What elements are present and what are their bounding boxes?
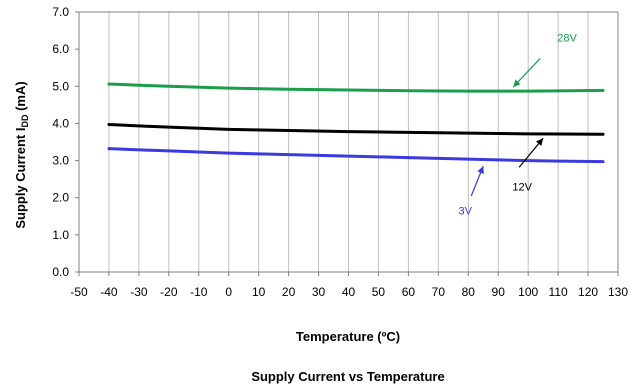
series-lines: [107, 82, 605, 164]
x-tick-label-13: 80: [462, 285, 476, 299]
y-tick-label-2: 2.0: [52, 191, 69, 205]
x-tick-label-16: 110: [549, 285, 568, 299]
x-tick-label-9: 40: [342, 285, 356, 299]
y-tick-label-6: 6.0: [52, 42, 69, 56]
x-tick-label-11: 60: [402, 285, 416, 299]
chart-caption: Supply Current vs Temperature: [251, 369, 444, 384]
series-line-28V: [107, 82, 605, 93]
annotation-label-12V: 12V: [512, 181, 532, 193]
series-line-12V: [107, 123, 605, 136]
x-tick-labels: -50 -40 -30 -20 -10 0 10 20 30 40 50 60 70 80 90 100 110…: [70, 285, 628, 299]
y-tick-label-1: 1.0: [52, 228, 69, 242]
y-tick-label-7: 7.0: [52, 5, 69, 19]
y-axis-title: Supply Current IDD (mA): [13, 81, 30, 228]
x-tick-label-7: 20: [282, 285, 296, 299]
x-tick-label-18: 130: [608, 285, 628, 299]
x-axis-title: Temperature (ºC): [296, 329, 400, 344]
x-tick-label-0: -50: [70, 285, 88, 299]
x-tick-label-6: 10: [252, 285, 266, 299]
x-tick-label-1: -40: [100, 285, 118, 299]
y-tick-label-5: 5.0: [52, 79, 69, 93]
annotation-label-28V: 28V: [557, 33, 577, 45]
x-tick-label-8: 30: [312, 285, 326, 299]
x-tick-label-15: 100: [518, 285, 538, 299]
x-tick-label-14: 90: [492, 285, 506, 299]
annotation-arrowhead-3V: [477, 166, 484, 174]
y-tick-label-3: 3.0: [52, 154, 69, 168]
x-tick-label-12: 70: [432, 285, 446, 299]
x-tick-label-5: 0: [225, 285, 232, 299]
annotation-arrowhead-28V: [513, 79, 521, 88]
annotations: 28V 12V 3V: [459, 33, 578, 218]
axes: [75, 11, 619, 276]
x-tick-label-2: -30: [130, 285, 148, 299]
series-line-3V: [107, 147, 605, 164]
annotation-label-3V: 3V: [459, 205, 473, 217]
y-tick-labels: 0.0 1.0 2.0 3.0 4.0 5.0 6.0 7.0: [52, 5, 69, 279]
y-tick-label-0: 0.0: [52, 265, 69, 279]
x-tick-label-10: 50: [372, 285, 386, 299]
y-tick-label-4: 4.0: [52, 116, 69, 130]
x-tick-label-4: -10: [190, 285, 208, 299]
x-tick-label-17: 120: [578, 285, 598, 299]
x-tick-label-3: -20: [160, 285, 178, 299]
annotation-arrowhead-12V: [535, 138, 544, 146]
